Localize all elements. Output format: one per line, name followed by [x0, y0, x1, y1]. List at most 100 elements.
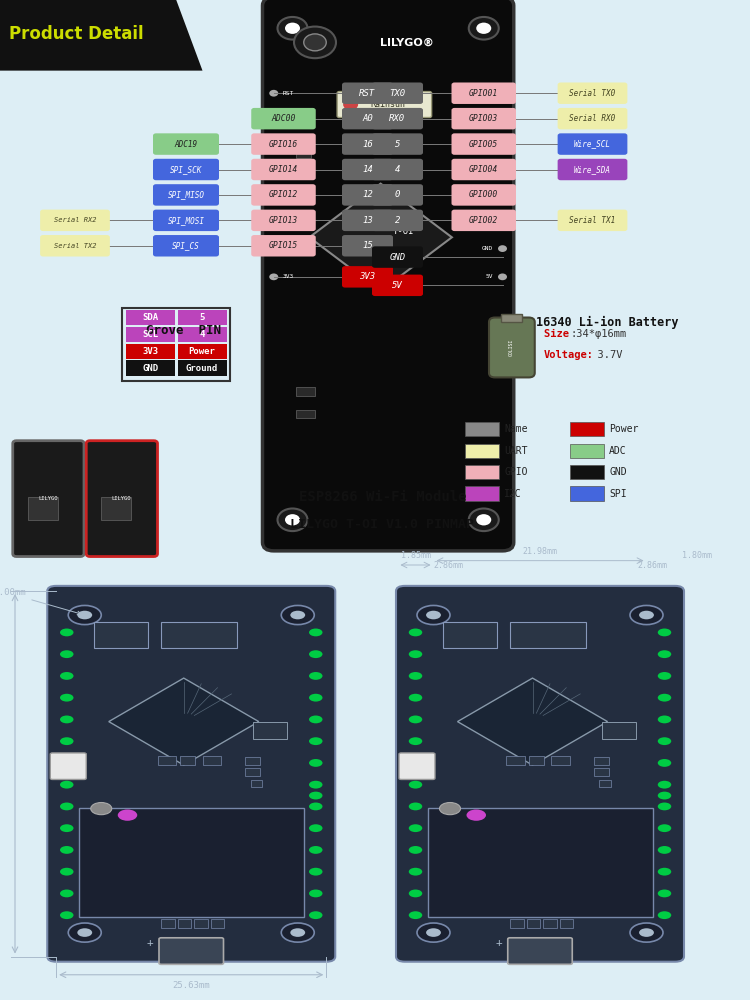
Circle shape [269, 115, 278, 122]
Circle shape [476, 514, 491, 525]
Text: Power: Power [609, 424, 638, 434]
Circle shape [658, 824, 671, 832]
Circle shape [409, 629, 422, 636]
Text: 4: 4 [490, 167, 494, 172]
Circle shape [309, 890, 322, 897]
Circle shape [344, 99, 358, 110]
Circle shape [498, 245, 507, 252]
FancyBboxPatch shape [342, 82, 393, 104]
Text: Serial TX0: Serial TX0 [569, 89, 616, 98]
Circle shape [309, 868, 322, 876]
Text: GPIO: GPIO [504, 467, 527, 477]
Text: TXD: TXD [482, 91, 494, 96]
FancyBboxPatch shape [372, 246, 423, 268]
Bar [296, 153, 311, 158]
Text: 4: 4 [394, 165, 400, 174]
Circle shape [409, 781, 422, 789]
Bar [178, 310, 226, 325]
Circle shape [658, 629, 671, 636]
FancyBboxPatch shape [372, 133, 423, 155]
FancyBboxPatch shape [262, 0, 514, 551]
Circle shape [469, 508, 499, 531]
Circle shape [309, 650, 322, 658]
Circle shape [469, 17, 499, 40]
FancyBboxPatch shape [452, 82, 516, 104]
Text: GND: GND [389, 253, 406, 262]
Text: :34*φ16mm: :34*φ16mm [571, 329, 627, 339]
Text: Ground: Ground [186, 364, 218, 373]
Circle shape [60, 737, 74, 745]
FancyBboxPatch shape [251, 108, 316, 129]
Circle shape [498, 115, 507, 122]
Bar [465, 444, 499, 458]
FancyBboxPatch shape [372, 210, 423, 231]
Circle shape [60, 694, 74, 702]
Bar [510, 919, 524, 928]
Polygon shape [109, 678, 259, 765]
Text: ESP8266 Wi-Fi Module: ESP8266 Wi-Fi Module [298, 490, 466, 504]
Circle shape [426, 928, 441, 937]
Circle shape [511, 946, 524, 954]
Text: 15: 15 [283, 240, 290, 245]
Bar [180, 756, 195, 765]
Circle shape [60, 890, 74, 897]
Text: Serial RX0: Serial RX0 [569, 114, 616, 123]
FancyBboxPatch shape [47, 586, 335, 962]
FancyBboxPatch shape [153, 184, 219, 206]
Circle shape [269, 273, 278, 280]
Circle shape [278, 508, 308, 531]
Text: Rainsun: Rainsun [370, 100, 406, 109]
FancyBboxPatch shape [452, 184, 516, 206]
Bar [594, 757, 609, 765]
FancyBboxPatch shape [50, 753, 86, 779]
Text: GPIO02: GPIO02 [470, 216, 498, 225]
Bar [126, 327, 175, 342]
Bar [161, 919, 175, 928]
Polygon shape [310, 184, 452, 291]
Circle shape [269, 141, 278, 147]
Text: 2.86mm: 2.86mm [638, 561, 668, 570]
Bar [526, 919, 540, 928]
Circle shape [269, 90, 278, 97]
Circle shape [290, 611, 305, 619]
Circle shape [409, 846, 422, 854]
Bar [465, 486, 499, 501]
Bar [529, 756, 544, 765]
FancyBboxPatch shape [342, 184, 393, 206]
Circle shape [162, 946, 176, 954]
FancyBboxPatch shape [251, 235, 316, 257]
Circle shape [658, 781, 671, 789]
FancyBboxPatch shape [557, 159, 627, 180]
Bar [178, 344, 226, 359]
Circle shape [658, 846, 671, 854]
Text: 3.7V: 3.7V [585, 350, 622, 360]
Circle shape [409, 694, 422, 702]
Circle shape [409, 911, 422, 919]
Circle shape [60, 824, 74, 832]
FancyBboxPatch shape [159, 938, 224, 964]
Text: SPI_CS: SPI_CS [172, 241, 200, 250]
Text: 20191120: 20191120 [386, 248, 420, 254]
Text: 16: 16 [362, 140, 373, 149]
Text: LILYGO®: LILYGO® [380, 37, 433, 47]
FancyBboxPatch shape [251, 159, 316, 180]
Text: 2: 2 [490, 215, 494, 220]
Circle shape [309, 846, 322, 854]
Text: 13: 13 [283, 215, 290, 220]
Text: GPIO05: GPIO05 [470, 140, 498, 149]
FancyBboxPatch shape [342, 235, 393, 257]
Circle shape [290, 928, 305, 937]
Text: 0: 0 [490, 190, 494, 195]
Circle shape [498, 273, 507, 280]
Text: ADC19: ADC19 [175, 140, 197, 149]
Text: RST: RST [283, 91, 294, 96]
Text: GPIO16: GPIO16 [268, 140, 298, 149]
Text: SCL: SCL [142, 330, 158, 339]
FancyBboxPatch shape [153, 159, 219, 180]
Circle shape [60, 868, 74, 876]
FancyBboxPatch shape [372, 159, 423, 180]
Circle shape [91, 803, 112, 815]
Bar [427, 808, 652, 917]
Text: LILYGO: LILYGO [112, 496, 131, 501]
Circle shape [658, 650, 671, 658]
